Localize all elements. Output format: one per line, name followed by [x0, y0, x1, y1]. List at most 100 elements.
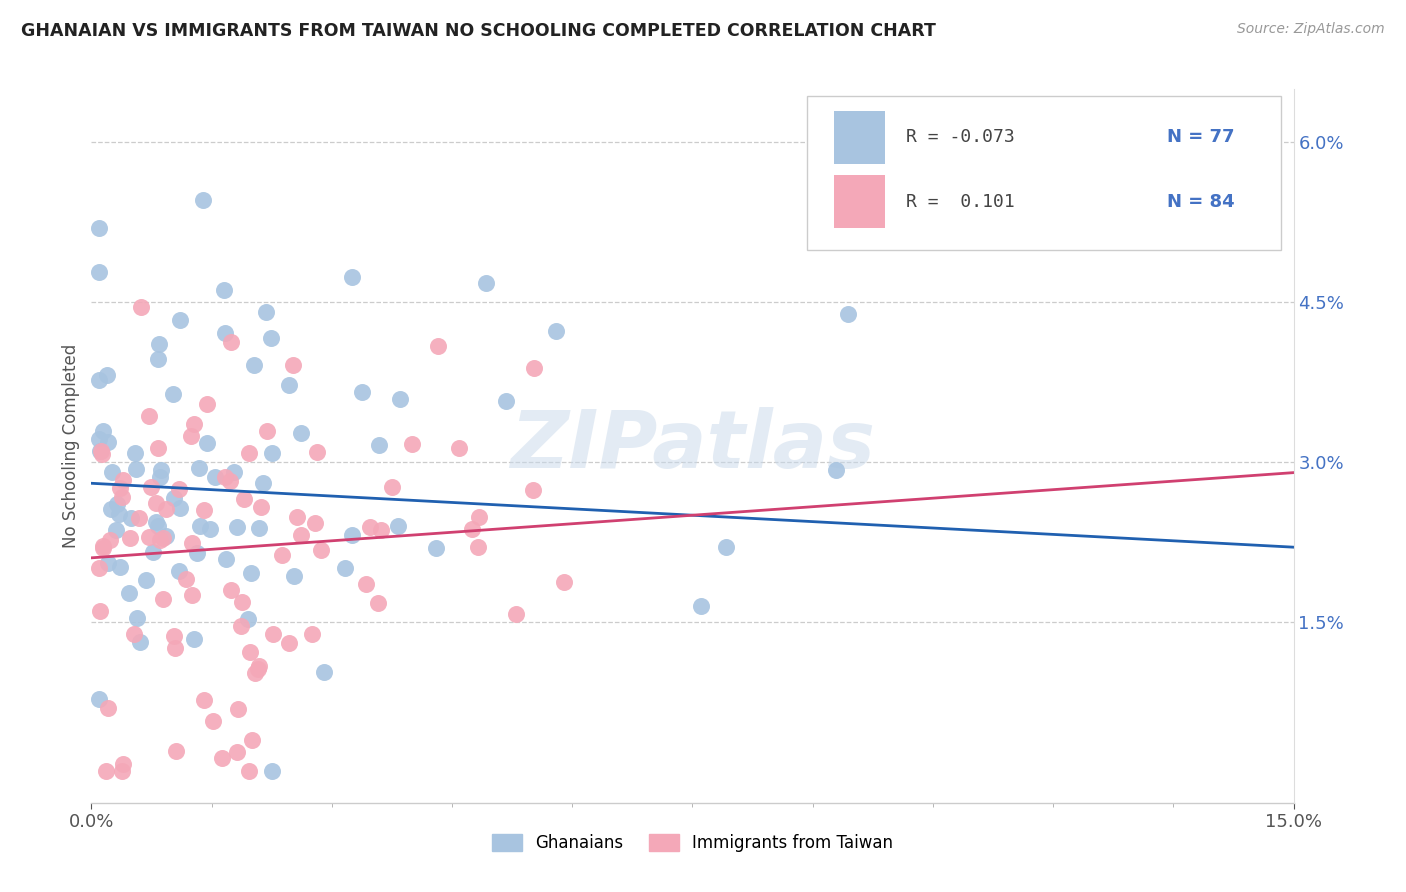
Point [226, 745, 249, 759]
Point [124, 446, 146, 460]
Point [163, 640, 186, 655]
Point [354, 577, 377, 591]
Point [229, 619, 252, 633]
Point [219, 334, 242, 349]
Point [238, 764, 260, 778]
Point [249, 500, 271, 514]
Point [117, 586, 139, 600]
Point [165, 744, 187, 758]
Point [200, 522, 222, 536]
Text: N = 84: N = 84 [1167, 193, 1234, 211]
Point [169, 313, 191, 327]
Point [222, 465, 245, 479]
Point [301, 627, 323, 641]
Point [90, 444, 112, 458]
Point [89, 432, 111, 446]
Point [262, 764, 284, 778]
Point [247, 659, 270, 673]
Point [112, 473, 135, 487]
Point [714, 540, 737, 554]
Point [155, 528, 177, 542]
Point [91, 447, 114, 461]
Point [93, 425, 115, 439]
Point [283, 569, 305, 583]
Point [162, 387, 184, 401]
Point [135, 573, 157, 587]
Point [309, 543, 332, 558]
Point [174, 572, 197, 586]
Text: Source: ZipAtlas.com: Source: ZipAtlas.com [1237, 22, 1385, 37]
Point [211, 751, 233, 765]
Point [163, 491, 186, 505]
Point [167, 482, 190, 496]
Point [127, 610, 149, 624]
Point [340, 270, 363, 285]
Point [226, 702, 249, 716]
Point [256, 424, 278, 438]
Point [226, 520, 249, 534]
Point [426, 339, 449, 353]
Point [195, 397, 218, 411]
Point [219, 475, 242, 489]
Point [245, 666, 267, 681]
Point [138, 529, 160, 543]
Point [262, 626, 284, 640]
Point [152, 531, 174, 545]
Point [91, 541, 114, 555]
Point [169, 500, 191, 515]
Point [239, 645, 262, 659]
Point [180, 429, 202, 443]
Point [335, 561, 357, 575]
Point [152, 592, 174, 607]
Point [97, 557, 120, 571]
Point [215, 552, 238, 566]
FancyBboxPatch shape [807, 96, 1281, 250]
Point [467, 540, 489, 554]
Point [277, 378, 299, 392]
Point [191, 193, 214, 207]
Point [252, 475, 274, 490]
Point [242, 358, 264, 372]
Point [359, 520, 381, 534]
Point [111, 764, 134, 778]
Point [546, 324, 568, 338]
Point [690, 599, 713, 613]
Point [231, 595, 253, 609]
Point [285, 509, 308, 524]
Point [188, 518, 211, 533]
Point [150, 463, 173, 477]
Point [146, 518, 169, 533]
Point [447, 441, 470, 455]
Point [94, 764, 117, 778]
Point [271, 548, 294, 562]
Bar [834, 175, 884, 228]
Point [167, 564, 190, 578]
Point [201, 714, 224, 728]
Point [312, 665, 335, 680]
Point [193, 693, 215, 707]
Point [387, 518, 409, 533]
Point [425, 541, 447, 556]
Point [183, 417, 205, 431]
Point [260, 331, 283, 345]
Point [186, 546, 208, 560]
Text: ZIPatlas: ZIPatlas [510, 407, 875, 485]
Point [290, 425, 312, 440]
Point [183, 632, 205, 646]
Point [101, 465, 124, 479]
Point [825, 463, 848, 477]
Point [124, 627, 146, 641]
Y-axis label: No Schooling Completed: No Schooling Completed [62, 344, 80, 548]
Point [495, 394, 517, 409]
Point [281, 358, 304, 372]
Point [149, 470, 172, 484]
Point [381, 479, 404, 493]
Point [120, 511, 142, 525]
Point [146, 352, 169, 367]
Point [142, 545, 165, 559]
Point [246, 662, 269, 676]
Point [120, 531, 142, 545]
Legend: Ghanaians, Immigrants from Taiwan: Ghanaians, Immigrants from Taiwan [485, 827, 900, 859]
Point [181, 588, 204, 602]
Point [110, 560, 132, 574]
